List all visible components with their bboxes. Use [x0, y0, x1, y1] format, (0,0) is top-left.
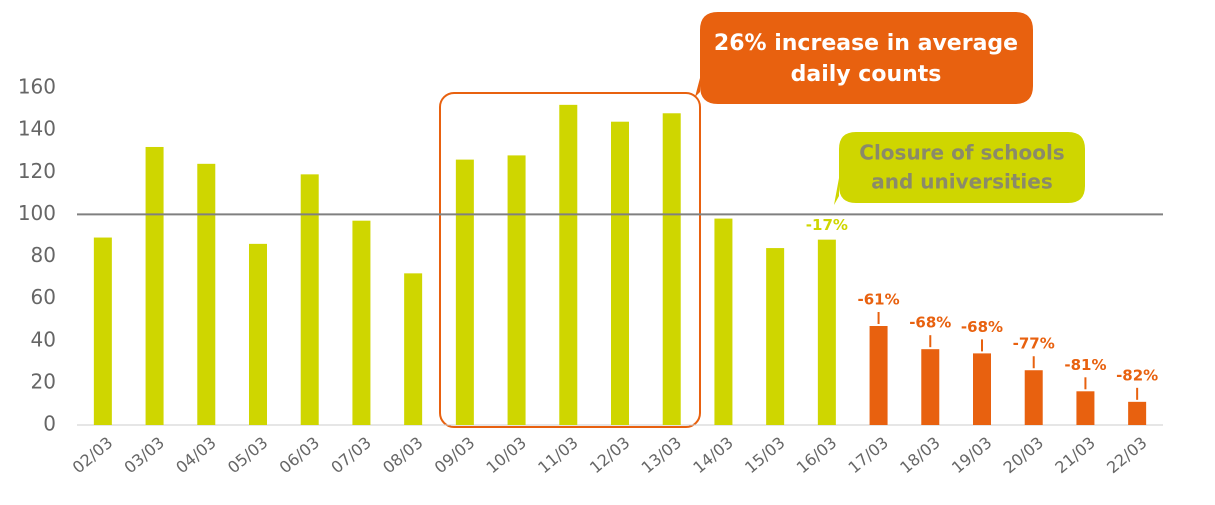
bar	[662, 113, 681, 426]
y-tick-label: 60	[31, 285, 56, 309]
y-tick-label: 160	[18, 75, 56, 99]
bar	[973, 353, 991, 425]
x-tick-label: 04/03	[172, 433, 220, 477]
bar	[714, 218, 733, 425]
x-tick-label: 17/03	[845, 433, 893, 477]
x-tick-label: 21/03	[1051, 433, 1099, 477]
change-label: -81%	[1064, 356, 1106, 374]
bar	[921, 349, 940, 425]
x-tick-label: 19/03	[948, 433, 996, 477]
change-label: -61%	[858, 291, 900, 309]
x-tick-label: 14/03	[689, 433, 737, 477]
y-tick-label: 20	[31, 369, 56, 393]
x-tick-label: 02/03	[69, 433, 117, 477]
bar	[249, 243, 267, 425]
y-tick-label: 100	[18, 201, 56, 225]
change-label: -68%	[961, 318, 1003, 336]
bar	[611, 121, 629, 425]
x-tick-label: 09/03	[431, 433, 479, 477]
callout-text: and universities	[871, 170, 1052, 194]
x-tick-label: 10/03	[483, 433, 531, 477]
x-tick-label: 22/03	[1103, 433, 1151, 477]
y-tick-label: 120	[18, 159, 56, 183]
y-tick-label: 0	[43, 412, 56, 436]
bar	[507, 155, 526, 425]
callout-box	[834, 132, 1085, 205]
change-label: -77%	[1013, 335, 1055, 353]
y-tick-label: 140	[18, 117, 56, 141]
bar	[1076, 391, 1095, 425]
bar	[455, 159, 474, 426]
x-tick-label: 07/03	[327, 433, 375, 477]
callout-text: Closure of schools	[859, 141, 1064, 165]
y-tick-label: 80	[31, 243, 56, 267]
x-tick-label: 08/03	[379, 433, 427, 477]
bar	[817, 239, 836, 425]
highlight-box	[439, 92, 701, 428]
bar	[404, 273, 423, 425]
x-tick-label: 16/03	[793, 433, 841, 477]
bar	[559, 104, 578, 425]
bar	[1128, 401, 1147, 425]
y-tick-label: 40	[31, 327, 56, 351]
bar	[352, 220, 371, 425]
bar	[869, 326, 888, 425]
change-label: -82%	[1116, 366, 1158, 384]
callout-text: daily counts	[791, 62, 942, 87]
x-tick-label: 15/03	[741, 433, 789, 477]
x-tick-label: 11/03	[534, 433, 582, 477]
bar	[766, 248, 785, 425]
bar	[197, 163, 216, 425]
x-tick-label: 13/03	[638, 433, 686, 477]
bar	[145, 146, 164, 425]
callout-text: 26% increase in average	[714, 31, 1018, 56]
bar	[93, 237, 112, 425]
x-tick-label: 20/03	[1000, 433, 1048, 477]
x-tick-label: 05/03	[224, 433, 272, 477]
bar	[300, 174, 319, 425]
x-tick-label: 18/03	[896, 433, 944, 477]
x-tick-label: 12/03	[586, 433, 634, 477]
x-tick-label: 06/03	[276, 433, 324, 477]
callout-box	[695, 12, 1033, 104]
x-tick-label: 03/03	[121, 433, 169, 477]
change-label: -17%	[806, 216, 848, 234]
change-label: -68%	[909, 314, 951, 332]
bar	[1024, 370, 1043, 425]
